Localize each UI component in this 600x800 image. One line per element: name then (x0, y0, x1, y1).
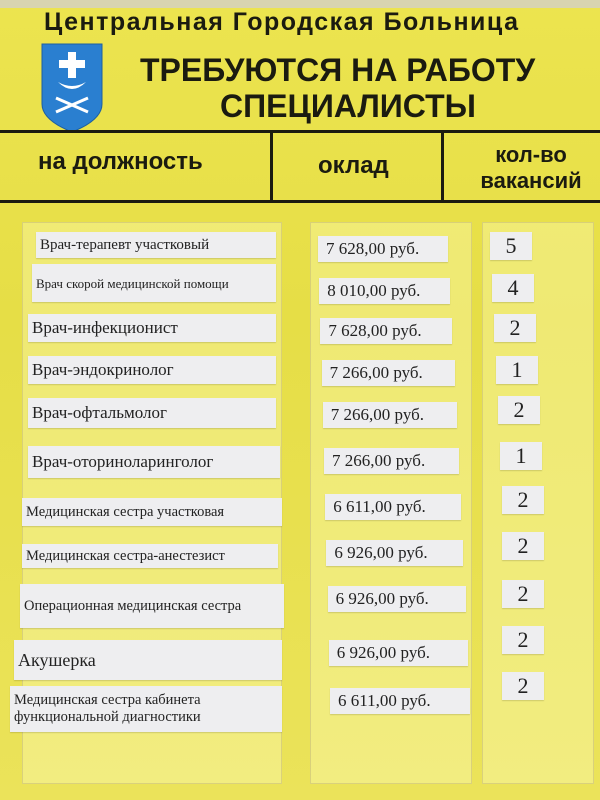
vacancy-count-card: 4 (492, 274, 534, 302)
vacancy-count-card: 1 (500, 442, 542, 470)
header-salary: оклад (318, 152, 389, 179)
position-card: Врач-эндокринолог (28, 356, 276, 384)
header-position: на должность (38, 148, 203, 175)
position-card: Медицинская сестра кабинета функциональн… (10, 686, 282, 732)
salary-card: 6 926,00 руб. (328, 640, 468, 666)
salary-card: 7 628,00 руб. (320, 318, 453, 344)
position-card: Медицинская сестра-анестезист (22, 544, 278, 568)
position-card: Врач-оториноларинголог (28, 446, 280, 478)
vacancy-count-card: 2 (494, 314, 536, 342)
salary-card: 7 266,00 руб. (322, 402, 457, 428)
vacancy-count-card: 5 (490, 232, 532, 260)
header-vacancies: кол-во вакансий (480, 142, 582, 193)
hospital-name: Центральная Городская Больница (44, 8, 520, 36)
title-line-1: ТРЕБУЮТСЯ НА РАБОТУ (140, 52, 536, 88)
position-card: Медицинская сестра участковая (22, 498, 282, 526)
divider (0, 130, 600, 133)
vacancy-count-card: 2 (502, 532, 544, 560)
salary-card: 7 266,00 руб. (321, 360, 455, 386)
vacancy-count-card: 2 (502, 626, 544, 654)
board-top-edge (0, 0, 600, 8)
vacancy-count-card: 2 (502, 486, 544, 514)
vacancy-count-card: 2 (502, 580, 544, 608)
position-card: Врач скорой медицинской помощи (32, 264, 276, 302)
title-line-2: СПЕЦИАЛИСТЫ (220, 88, 476, 124)
position-card: Акушерка (14, 640, 282, 680)
vacancy-count-card: 2 (498, 396, 540, 424)
position-card: Врач-офтальмолог (28, 398, 276, 428)
divider (0, 200, 600, 203)
salary-card: 6 611,00 руб. (325, 494, 462, 520)
salary-card: 6 926,00 руб. (327, 586, 466, 612)
vacancy-count-card: 1 (496, 356, 538, 384)
position-card: Операционная медицинская сестра (20, 584, 284, 628)
divider (441, 132, 444, 202)
salary-card: 6 926,00 руб. (326, 540, 464, 566)
vacancy-count-card: 2 (502, 672, 544, 700)
coat-of-arms-icon (41, 43, 103, 133)
position-card: Врач-инфекционист (28, 314, 276, 342)
salary-card: 7 266,00 руб. (324, 448, 459, 474)
salary-card: 6 611,00 руб. (330, 688, 470, 714)
divider (270, 132, 273, 202)
position-card: Врач-терапевт участковый (36, 232, 276, 258)
salary-card: 8 010,00 руб. (319, 278, 451, 304)
salary-card: 7 628,00 руб. (318, 236, 448, 262)
